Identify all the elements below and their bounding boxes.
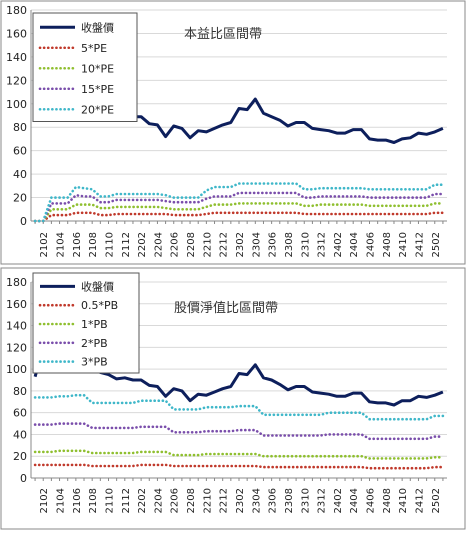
pb-xtick-label: 2102 (39, 488, 50, 513)
pb-xtick-label: 2406 (366, 488, 377, 513)
pe-chart-title: 本益比區間帶 (184, 27, 262, 42)
pe-ytick-label: 60 (13, 145, 27, 158)
pe-xtick-label: 2202 (137, 232, 148, 257)
pb-xtick-label: 2204 (153, 488, 164, 513)
pe-xtick-label: 2406 (366, 232, 377, 257)
pe-xtick-label: 2112 (121, 232, 132, 257)
pe-ytick-label: 80 (13, 121, 27, 134)
pb-ytick-label: 160 (6, 298, 27, 311)
pb-xtick-label: 2502 (431, 488, 442, 513)
pb-xtick-label: 2410 (398, 488, 409, 513)
pb-series-4 (33, 393, 445, 421)
pe-legend-label: 15*PE (81, 83, 114, 96)
pe-xtick-label: 2204 (153, 232, 164, 257)
pb-ytick-label: 140 (6, 320, 27, 333)
pe-ytick-label: 180 (6, 4, 27, 17)
pb-xtick-label: 2402 (333, 488, 344, 513)
pe-xtick-label: 2412 (414, 232, 425, 257)
pb-legend-label: 2*PB (81, 337, 108, 350)
pe-legend-label: 收盤價 (81, 20, 114, 34)
pb-ytick-label: 20 (13, 450, 27, 463)
pe-xtick-label: 2302 (235, 232, 246, 257)
pe-series-1 (33, 211, 445, 223)
pe-ytick-label: 100 (6, 98, 27, 111)
pb-ytick-label: 100 (6, 363, 27, 376)
pe-series-4 (33, 182, 445, 223)
pb-xtick-label: 2110 (104, 488, 115, 513)
pe-xtick-label: 2210 (202, 232, 213, 257)
pb-legend-label: 0.5*PB (81, 299, 118, 312)
pb-legend-label: 3*PB (81, 356, 108, 369)
pb-xtick-label: 2206 (170, 488, 181, 513)
pe-ytick-label: 0 (20, 215, 27, 228)
pb-xtick-label: 2106 (72, 488, 83, 513)
pe-xtick-label: 2208 (186, 232, 197, 257)
pe-xtick-label: 2104 (56, 232, 67, 257)
pe-xtick-label: 2310 (300, 232, 311, 257)
pe-xtick-label: 2304 (251, 232, 262, 257)
pe-xtick-label: 2110 (104, 232, 115, 257)
chart-pe: 0 20 40 60 80 100 120 140 160 180 2102 2104 2106 2108… (0, 0, 466, 265)
pe-xtick-label: 2312 (317, 232, 328, 257)
pb-ytick-label: 120 (6, 341, 27, 354)
pe-legend-box (32, 12, 138, 122)
pb-xtick-label: 2412 (414, 488, 425, 513)
pb-ytick-label: 40 (13, 428, 27, 441)
pe-xtick-label: 2306 (268, 232, 279, 257)
pb-xtick-label: 2304 (251, 488, 262, 513)
pe-legend: 收盤價 5*PE 10*PE 15*PE 20*PE (32, 12, 138, 122)
pe-xtick-label: 2404 (349, 232, 360, 257)
pb-xtick-label: 2302 (235, 488, 246, 513)
pe-xtick-label: 2206 (170, 232, 181, 257)
pe-legend-label: 20*PE (81, 103, 114, 116)
pe-series-3 (33, 191, 445, 223)
pb-xtick-label: 2310 (300, 488, 311, 513)
pb-ytick-label: 180 (6, 276, 27, 289)
pb-xtick-label: 2306 (268, 488, 279, 513)
pe-legend-label: 10*PE (81, 62, 114, 75)
pe-ytick-label: 160 (6, 27, 27, 40)
pb-xtick-label: 2112 (121, 488, 132, 513)
chart-pb: 0 20 40 60 80 100 120 140 160 180 2102 2104 2106 2108… (0, 267, 466, 530)
pb-xtick-label: 2208 (186, 488, 197, 513)
pe-series-2 (33, 202, 445, 223)
pb-xtick-label: 2104 (56, 488, 67, 513)
pe-xtick-label: 2212 (219, 232, 230, 257)
pe-xtick-label: 2108 (88, 232, 99, 257)
pb-legend: 收盤價 0.5*PB 1*PB 2*PB 3*PB (32, 272, 140, 374)
pe-ytick-label: 20 (13, 192, 27, 205)
pe-ytick-label: 140 (6, 51, 27, 64)
pb-ytick-label: 0 (20, 472, 27, 485)
pb-xtick-label: 2312 (317, 488, 328, 513)
pb-ytick-label: 60 (13, 407, 27, 420)
pe-xtick-label: 2410 (398, 232, 409, 257)
pe-legend-label: 5*PE (81, 42, 107, 55)
pe-xtick-label: 2502 (431, 232, 442, 257)
pb-series-3 (33, 422, 445, 441)
pb-ytick-label: 80 (13, 385, 27, 398)
pb-xtick-label: 2210 (202, 488, 213, 513)
pe-xtick-label: 2102 (39, 232, 50, 257)
pb-xtick-label: 2202 (137, 488, 148, 513)
pb-legend-label: 1*PB (81, 318, 108, 331)
pb-chart-title: 股價淨值比區間帶 (174, 300, 278, 316)
pb-legend-box (32, 272, 140, 374)
pb-series-2 (33, 449, 445, 460)
pb-xtick-label: 2212 (219, 488, 230, 513)
pb-xtick-label: 2404 (349, 488, 360, 513)
pb-xtick-label: 2408 (382, 488, 393, 513)
pe-xtick-label: 2106 (72, 232, 83, 257)
pe-ytick-label: 120 (6, 74, 27, 87)
pe-xtick-label: 2408 (382, 232, 393, 257)
pe-ytick-label: 40 (13, 168, 27, 181)
pb-legend-label: 收盤價 (81, 279, 114, 293)
pe-xtick-label: 2308 (284, 232, 295, 257)
pb-xtick-label: 2108 (88, 488, 99, 513)
pb-xtick-label: 2308 (284, 488, 295, 513)
pb-series-1 (33, 463, 445, 470)
pe-xtick-label: 2402 (333, 232, 344, 257)
